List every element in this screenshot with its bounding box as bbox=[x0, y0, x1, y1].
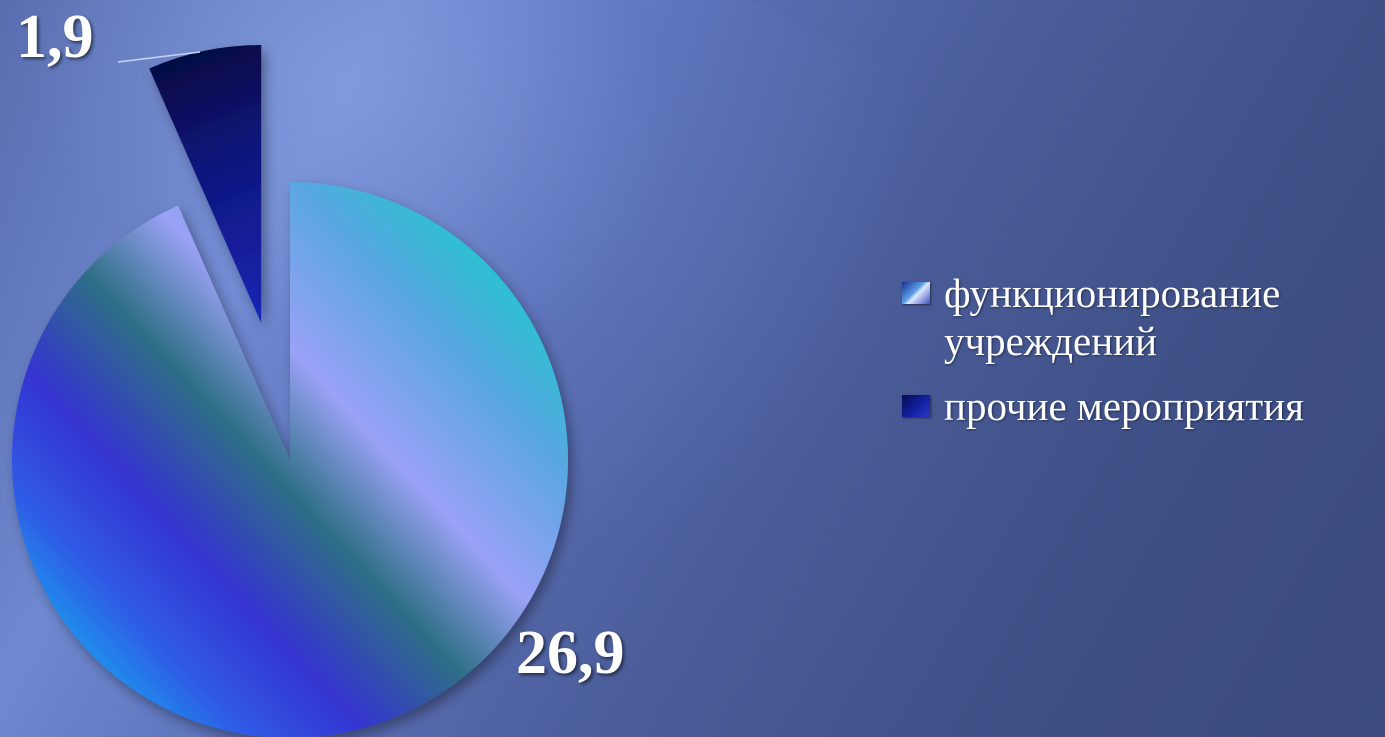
legend-swatch-other bbox=[902, 395, 930, 418]
pie-slice-institutions bbox=[12, 182, 568, 737]
data-label-institutions: 26,9 bbox=[516, 619, 625, 687]
legend-item-institutions: функционирование учреждений bbox=[902, 270, 1372, 365]
legend: функционирование учреждений прочие мероп… bbox=[902, 270, 1372, 449]
legend-label-institutions: функционирование учреждений bbox=[944, 270, 1281, 364]
legend-item-other: прочие мероприятия bbox=[902, 383, 1372, 431]
legend-swatch-institutions bbox=[902, 282, 930, 304]
data-label-other: 1,9 bbox=[16, 3, 94, 71]
leader-line bbox=[117, 51, 201, 63]
pie-slice-other bbox=[149, 44, 262, 323]
legend-label-other: прочие мероприятия bbox=[944, 383, 1304, 430]
